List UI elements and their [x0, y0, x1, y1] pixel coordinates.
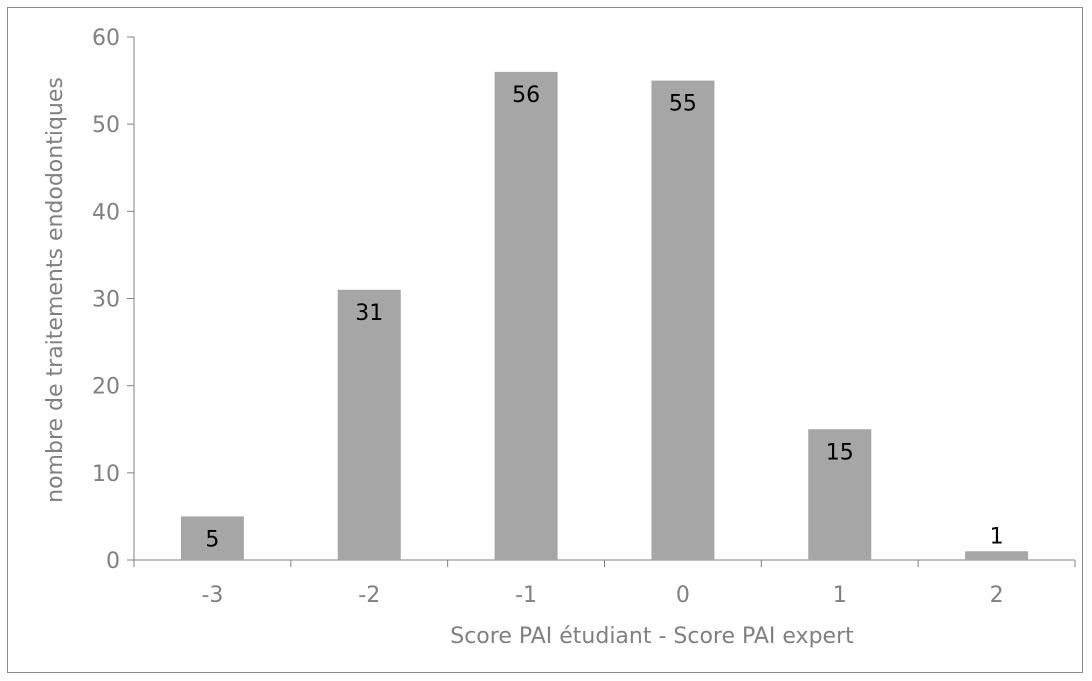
- data-label: 56: [512, 83, 540, 108]
- data-label: 1: [990, 524, 1004, 549]
- y-tick-label: 10: [92, 462, 120, 487]
- x-tick-label: 2: [990, 583, 1004, 608]
- y-tick-label: 40: [92, 200, 120, 225]
- x-tick-label: -3: [201, 583, 223, 608]
- y-axis: 0 10 20 30 40 50 60: [92, 26, 135, 574]
- data-label: 55: [669, 92, 697, 117]
- bar: [808, 429, 872, 560]
- x-axis-title: Score PAI étudiant - Score PAI expert: [450, 624, 854, 649]
- data-label: 15: [826, 440, 854, 465]
- bar: [494, 71, 558, 560]
- x-tick-label: -1: [515, 583, 537, 608]
- y-tick-label: 50: [92, 113, 120, 138]
- data-label: 5: [205, 527, 219, 552]
- y-axis-title: nombre de traitements endodontiques: [43, 77, 68, 503]
- y-tick-label: 0: [106, 549, 120, 574]
- y-tick-label: 30: [92, 288, 120, 313]
- y-tick-label: 60: [92, 26, 120, 51]
- x-tick-label: -2: [358, 583, 380, 608]
- bar: [337, 289, 401, 560]
- bar: [651, 80, 715, 560]
- x-tick-label: 0: [676, 583, 690, 608]
- bar: [180, 516, 244, 560]
- bars: [180, 71, 1029, 560]
- y-tick-label: 20: [92, 375, 120, 400]
- x-tick-label: 1: [833, 583, 847, 608]
- data-labels: 5 31 56 55 15 1: [205, 83, 1003, 553]
- data-label: 31: [355, 301, 383, 326]
- bar: [965, 551, 1029, 560]
- x-axis: -3 -2 -1 0 1 2: [133, 559, 1076, 608]
